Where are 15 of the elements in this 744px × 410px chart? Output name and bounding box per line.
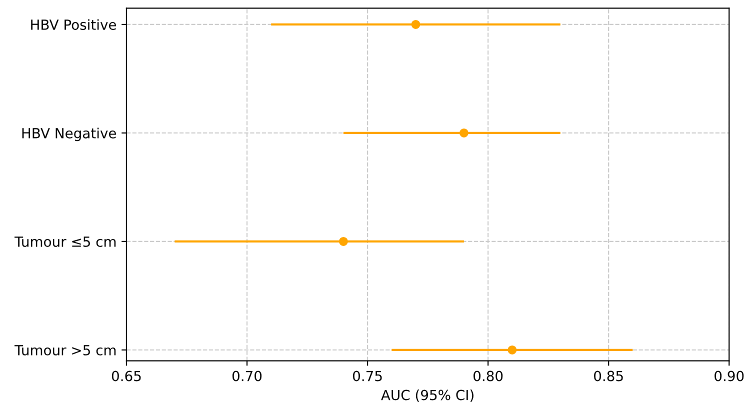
y-tick-label: HBV Negative xyxy=(22,128,116,142)
x-tick-label: 0.65 xyxy=(112,370,141,382)
x-tick-label: 0.70 xyxy=(232,370,262,382)
point xyxy=(411,20,420,29)
point xyxy=(508,345,517,354)
x-tick-label: 0.80 xyxy=(474,370,503,382)
y-tick-label: Tumour ≤5 cm xyxy=(14,236,116,247)
y-tick-label: HBV Positive xyxy=(31,19,116,30)
y-tick-label: Tumour >5 cm xyxy=(14,345,116,356)
x-tick-label: 0.75 xyxy=(352,370,382,382)
point xyxy=(338,236,348,246)
point xyxy=(459,128,468,138)
x-axis-title: AUC (95% CI) xyxy=(381,390,474,402)
x-tick-label: 0.85 xyxy=(594,370,623,382)
x-tick-label: 0.90 xyxy=(714,370,744,382)
